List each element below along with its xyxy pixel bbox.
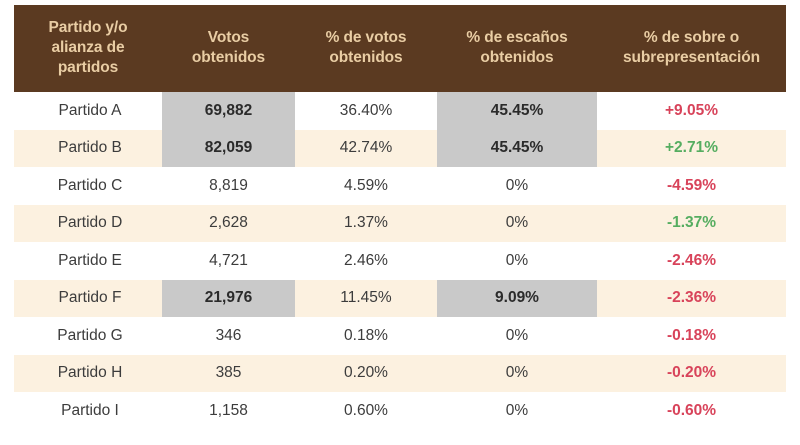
table-row: Partido D 2,628 1.37% 0% -1.37% xyxy=(14,204,786,242)
table-row: Partido G 346 0.18% 0% -0.18% xyxy=(14,317,786,355)
cell-pct-seats: 0% xyxy=(505,326,529,344)
column-header-representation-line-1: % de sobre o xyxy=(643,29,740,47)
cell-representation: -1.37% xyxy=(666,214,717,232)
column-header-party-line-1: Partido y/o xyxy=(48,19,128,37)
cell-pct-seats: 0% xyxy=(505,251,529,269)
table-row: Partido C 8,819 4.59% 0% -4.59% xyxy=(14,167,786,205)
table-header: Partido y/o alianza de partidos Votos ob… xyxy=(14,5,786,92)
cell-pct-votes: 0.60% xyxy=(344,401,388,419)
cell-party: Partido A xyxy=(58,101,122,119)
column-header-representation-line-2: subrepresentación xyxy=(623,49,760,66)
cell-party: Partido B xyxy=(58,139,122,157)
cell-representation: -0.20% xyxy=(666,364,717,382)
column-header-pct-seats-line-1: % de escaños xyxy=(466,29,568,47)
cell-pct-seats: 0% xyxy=(505,176,529,194)
cell-party: Partido C xyxy=(57,176,123,194)
cell-pct-votes: 36.40% xyxy=(339,101,393,119)
cell-votes: 1,158 xyxy=(209,401,248,419)
cell-pct-votes: 0.20% xyxy=(344,364,388,382)
cell-party: Partido F xyxy=(58,289,122,307)
cell-votes: 385 xyxy=(215,364,242,382)
cell-pct-seats: 9.09% xyxy=(437,279,597,317)
cell-representation: -2.36% xyxy=(666,289,717,307)
cell-party: Partido H xyxy=(57,364,123,382)
table-header-row: Partido y/o alianza de partidos Votos ob… xyxy=(14,5,786,92)
representation-table: Partido y/o alianza de partidos Votos ob… xyxy=(14,5,786,430)
table-row: Partido B 82,059 42.74% 45.45% +2.71% xyxy=(14,129,786,167)
cell-representation: -0.60% xyxy=(666,401,717,419)
table-body: Partido A 69,882 36.40% 45.45% +9.05% Partido… xyxy=(14,92,786,430)
cell-representation: -0.18% xyxy=(666,326,717,344)
column-header-party: Partido y/o alianza de partidos xyxy=(14,5,162,92)
cell-votes: 346 xyxy=(215,326,242,344)
cell-pct-votes: 4.59% xyxy=(344,176,388,194)
cell-pct-seats: 45.45% xyxy=(437,92,597,130)
cell-pct-votes: 2.46% xyxy=(344,251,388,269)
cell-votes: 69,882 xyxy=(162,92,295,130)
cell-votes: 8,819 xyxy=(209,176,248,194)
cell-representation: -4.59% xyxy=(666,176,717,194)
cell-pct-seats: 0% xyxy=(505,364,529,382)
cell-party: Partido E xyxy=(58,251,122,269)
table-row: Partido H 385 0.20% 0% -0.20% xyxy=(14,354,786,392)
cell-party: Partido I xyxy=(61,401,119,419)
column-header-votes-line-2: obtenidos xyxy=(191,49,266,66)
cell-party: Partido G xyxy=(57,326,123,344)
column-header-party-line-3: partidos xyxy=(57,58,119,76)
column-header-votes-line-1: Votos xyxy=(207,29,250,47)
cell-pct-seats: 45.45% xyxy=(437,129,597,167)
cell-pct-votes: 42.74% xyxy=(339,139,393,157)
table-row: Partido F 21,976 11.45% 9.09% -2.36% xyxy=(14,279,786,317)
column-header-votes: Votos obtenidos xyxy=(162,5,295,92)
table-row: Partido I 1,158 0.60% 0% -0.60% xyxy=(14,392,786,430)
cell-pct-votes: 11.45% xyxy=(340,289,392,307)
column-header-party-line-2: alianza de xyxy=(51,39,125,57)
cell-pct-seats: 0% xyxy=(505,214,529,232)
column-header-pct-seats-line-2: obtenidos xyxy=(480,49,554,66)
column-header-pct-votes-line-1: % de votos xyxy=(325,29,407,47)
cell-representation: +9.05% xyxy=(664,101,718,119)
table-row: Partido A 69,882 36.40% 45.45% +9.05% xyxy=(14,92,786,130)
cell-pct-votes: 1.37% xyxy=(344,214,388,232)
column-header-representation: % de sobre o subrepresentación xyxy=(597,5,786,92)
cell-votes: 2,628 xyxy=(209,214,248,232)
cell-party: Partido D xyxy=(57,214,123,232)
table-row: Partido E 4,721 2.46% 0% -2.46% xyxy=(14,242,786,280)
representation-table-container: Partido y/o alianza de partidos Votos ob… xyxy=(14,5,786,440)
column-header-pct-seats: % de escaños obtenidos xyxy=(437,5,597,92)
cell-representation: -2.46% xyxy=(666,251,717,269)
cell-representation: +2.71% xyxy=(664,139,718,157)
cell-pct-seats: 0% xyxy=(505,401,529,419)
cell-pct-votes: 0.18% xyxy=(344,326,388,344)
column-header-pct-votes: % de votos obtenidos xyxy=(295,5,437,92)
cell-votes: 82,059 xyxy=(162,129,295,167)
cell-votes: 4,721 xyxy=(209,251,248,269)
cell-votes: 21,976 xyxy=(162,279,295,317)
column-header-pct-votes-line-2: obtenidos xyxy=(329,49,403,66)
